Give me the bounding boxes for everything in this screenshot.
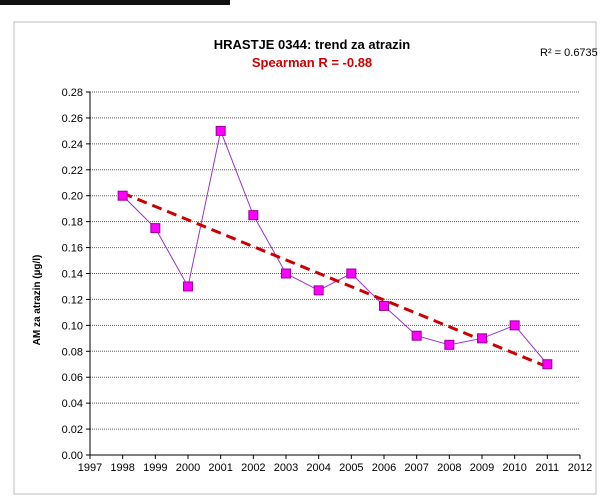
x-tick-label: 2011 <box>536 462 560 474</box>
y-tick-label: 0.02 <box>62 424 83 436</box>
data-point <box>183 281 193 292</box>
y-tick-label: 0.08 <box>62 346 83 358</box>
x-tick-label: 2002 <box>241 462 265 474</box>
y-tick-label: 0.28 <box>62 87 83 99</box>
y-tick-label: 0.10 <box>62 320 83 332</box>
data-point <box>477 333 487 344</box>
series-line <box>122 129 548 365</box>
x-tick-label: 2007 <box>404 462 428 474</box>
y-tick-label: 0.00 <box>62 450 83 462</box>
data-point <box>215 125 226 136</box>
x-tick-labels: 1997 1998 1999 2000 2001 2002 2003 2004 2005 2006… <box>78 462 592 474</box>
y-tick-labels: 0.00 0.02 0.04 0.06 0.08 0.10 0.12 0.14 0.16 0.18… <box>62 87 83 462</box>
y-tick-label: 0.06 <box>62 372 83 384</box>
gridlines <box>90 91 580 430</box>
data-point <box>346 268 357 279</box>
data-point <box>509 320 520 331</box>
chart-border <box>13 21 597 495</box>
data-point <box>444 339 455 350</box>
x-tick-label: 2005 <box>339 462 363 474</box>
data-point <box>248 210 259 221</box>
x-tick-label: 2008 <box>437 462 461 474</box>
x-tick-label: 2009 <box>470 462 494 474</box>
trendline <box>122 191 548 369</box>
y-axis-label: AM za atrazin (µg/l) <box>32 255 43 346</box>
chart-title: HRASTJE 0344: trend za atrazin <box>214 37 411 52</box>
cropped-top-text <box>0 0 230 5</box>
x-tick-label: 2001 <box>208 462 232 474</box>
x-tick-label: 2012 <box>568 462 592 474</box>
data-point <box>379 300 389 311</box>
data-series <box>122 129 548 365</box>
r-squared-label: R² = 0.6735 <box>540 47 598 59</box>
x-tick-label: 2003 <box>274 462 298 474</box>
y-tick-label: 0.12 <box>62 294 83 306</box>
x-tick-label: 1998 <box>110 462 134 474</box>
y-tick-label: 0.24 <box>62 139 83 151</box>
y-tick-label: 0.14 <box>62 269 83 281</box>
x-tick-label: 2006 <box>372 462 396 474</box>
chart-subtitle: Spearman R = -0.88 <box>252 55 372 70</box>
x-tick-label: 2010 <box>502 462 526 474</box>
data-point <box>411 330 422 341</box>
x-tick-label: 1999 <box>143 462 167 474</box>
x-tick-label: 1997 <box>78 462 102 474</box>
y-tick-label: 0.16 <box>62 243 83 255</box>
data-point <box>150 223 161 234</box>
data-point <box>281 268 291 279</box>
data-point <box>117 190 128 201</box>
y-tick-label: 0.20 <box>62 191 83 203</box>
data-markers <box>117 125 553 370</box>
trendline-group <box>122 191 548 369</box>
y-tick-label: 0.26 <box>62 113 83 125</box>
x-tick-label: 2000 <box>176 462 200 474</box>
y-tick-label: 0.04 <box>62 398 83 410</box>
axes <box>86 91 581 459</box>
data-point <box>313 285 324 296</box>
data-point <box>542 359 553 370</box>
y-tick-label: 0.18 <box>62 217 83 229</box>
y-tick-label: 0.22 <box>62 165 83 177</box>
x-tick-label: 2004 <box>306 462 330 474</box>
